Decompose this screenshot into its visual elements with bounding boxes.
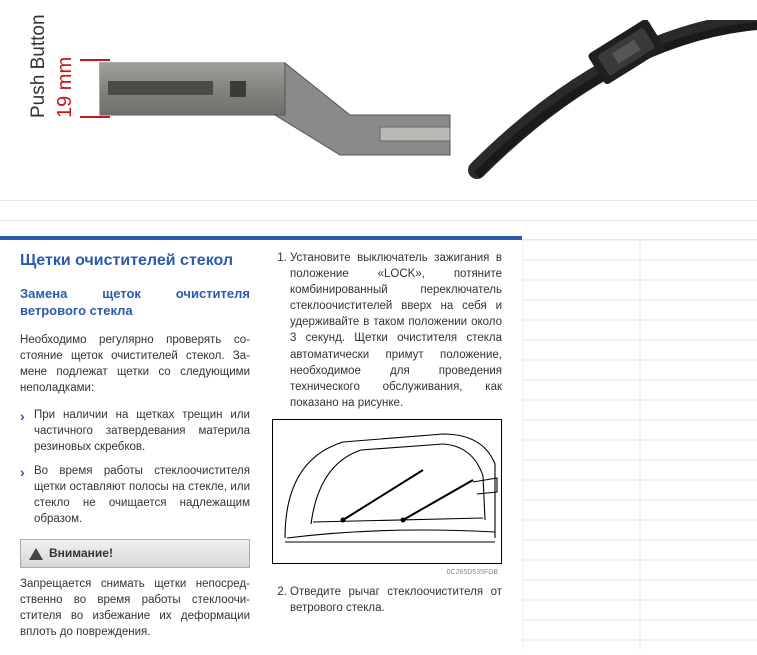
- defect-list: При наличии на щетках трещин или частичн…: [20, 407, 250, 528]
- push-button-label: Push Button: [28, 14, 50, 118]
- warning-title: Внимание!: [49, 545, 113, 562]
- figure-code: 0C265D535FDB: [272, 568, 502, 578]
- document-content: Щетки очистителей стекол Замена щеток оч…: [0, 236, 522, 650]
- step-item: Отведите рычаг стеклоочистителя от ветро…: [290, 584, 502, 616]
- bullet-item: При наличии на щетках трещин или частичн…: [20, 407, 250, 455]
- warning-text: Запрещается снимать щетки непосред­ствен…: [20, 576, 250, 640]
- steps-list: Установите выключатель зажига­ния в поло…: [272, 250, 502, 411]
- section-title: Щетки очистителей стекол: [20, 250, 250, 272]
- section-rule: [0, 236, 522, 240]
- ruled-area: [522, 240, 757, 650]
- bullet-item: Во время работы стеклоочистителя щетки о…: [20, 463, 250, 527]
- right-column: Установите выключатель зажига­ния в поло…: [272, 250, 502, 650]
- connector-illustration: 6: [80, 55, 460, 175]
- dimension-label: 19 mm: [54, 57, 77, 118]
- intro-text: Необходимо регулярно проверять со­стояни…: [20, 332, 250, 396]
- grid-band-top: [0, 200, 757, 240]
- left-column: Щетки очистителей стекол Замена щеток оч…: [20, 250, 250, 650]
- warning-header: Внимание!: [20, 539, 250, 568]
- svg-text:6: 6: [440, 139, 447, 153]
- wiper-blade-illustration: [467, 20, 757, 200]
- subsection-title: Замена щеток очистителя ветрового стекла: [20, 286, 250, 320]
- step-item: Установите выключатель зажига­ния в поло…: [290, 250, 502, 411]
- windshield-figure: [272, 419, 502, 564]
- warning-icon: [29, 548, 43, 560]
- steps-list-cont: Отведите рычаг стеклоочистителя от ветро…: [272, 584, 502, 616]
- top-product-section: Push Button 19 mm 6: [0, 0, 757, 200]
